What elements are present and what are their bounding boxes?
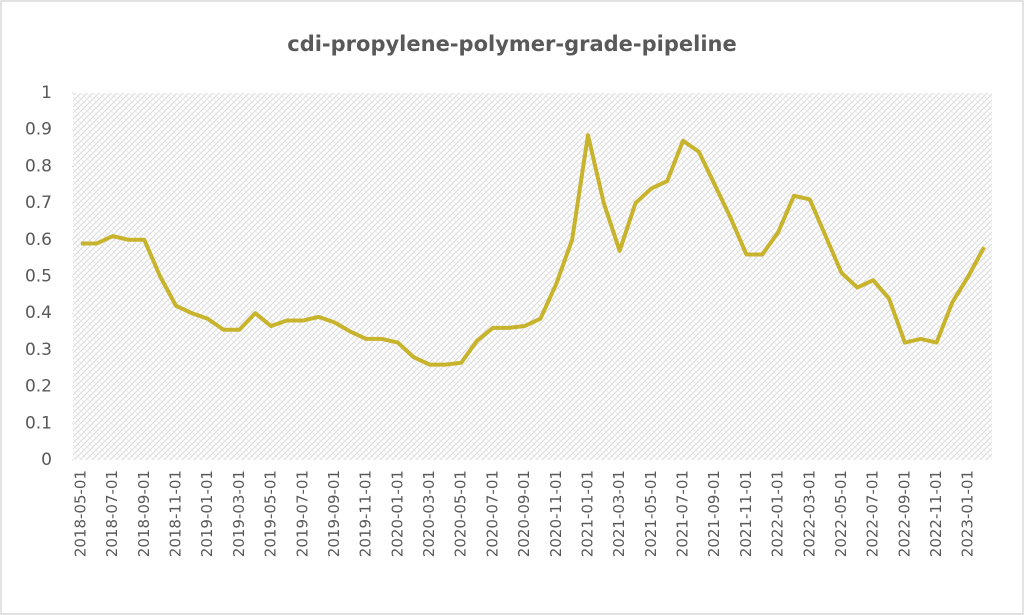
y-tick-label: 1 xyxy=(41,83,52,103)
x-tick-label: 2022-09-01 xyxy=(895,470,913,557)
chart-title: cdi-propylene-polymer-grade-pipeline xyxy=(287,32,736,56)
x-tick-label: 2018-09-01 xyxy=(135,470,153,557)
line xyxy=(80,133,986,367)
x-tick-label: 2020-09-01 xyxy=(515,470,533,557)
x-tick-label: 2019-03-01 xyxy=(230,470,248,557)
y-tick-label: 0.5 xyxy=(25,267,52,287)
x-tick-label: 2020-07-01 xyxy=(483,470,501,557)
x-tick-label: 2022-11-01 xyxy=(927,470,945,557)
x-tick-label: 2021-03-01 xyxy=(610,470,628,557)
x-tick-label: 2022-07-01 xyxy=(864,470,882,557)
x-tick-label: 2019-09-01 xyxy=(325,470,343,557)
x-tick-label: 2021-05-01 xyxy=(642,470,660,557)
plot-area xyxy=(73,93,992,460)
x-tick-label: 2018-11-01 xyxy=(166,470,184,557)
x-tick-label: 2022-01-01 xyxy=(769,470,787,557)
y-tick-label: 0.4 xyxy=(25,303,52,323)
x-tick-label: 2019-07-01 xyxy=(293,470,311,557)
x-tick-label: 2021-11-01 xyxy=(737,470,755,557)
y-tick-label: 0.2 xyxy=(25,377,52,397)
x-tick-label: 2022-03-01 xyxy=(800,470,818,557)
x-tick-label: 2018-05-01 xyxy=(71,470,89,557)
y-tick-label: 0.1 xyxy=(25,413,52,433)
x-tick-label: 2021-07-01 xyxy=(674,470,692,557)
x-tick-label: 2023-01-01 xyxy=(959,470,977,557)
y-tick-label: 0.7 xyxy=(25,193,52,213)
x-tick-label: 2018-07-01 xyxy=(103,470,121,557)
x-tick-label: 2019-05-01 xyxy=(262,470,280,557)
x-tick-label: 2021-01-01 xyxy=(578,470,596,557)
x-tick-label: 2020-01-01 xyxy=(388,470,406,557)
x-tick-label: 2019-11-01 xyxy=(357,470,375,557)
y-tick-label: 0.3 xyxy=(25,340,52,360)
y-tick-label: 0 xyxy=(41,450,52,470)
x-tick-label: 2019-01-01 xyxy=(198,470,216,557)
x-tick-label: 2020-03-01 xyxy=(420,470,438,557)
y-tick-label: 0.9 xyxy=(25,120,52,140)
x-tick-label: 2021-09-01 xyxy=(705,470,723,557)
x-tick-label: 2020-05-01 xyxy=(452,470,470,557)
y-tick-label: 0.6 xyxy=(25,230,52,250)
x-tick-label: 2022-05-01 xyxy=(832,470,850,557)
y-tick-label: 0.8 xyxy=(25,156,52,176)
x-tick-label: 2020-11-01 xyxy=(547,470,565,557)
